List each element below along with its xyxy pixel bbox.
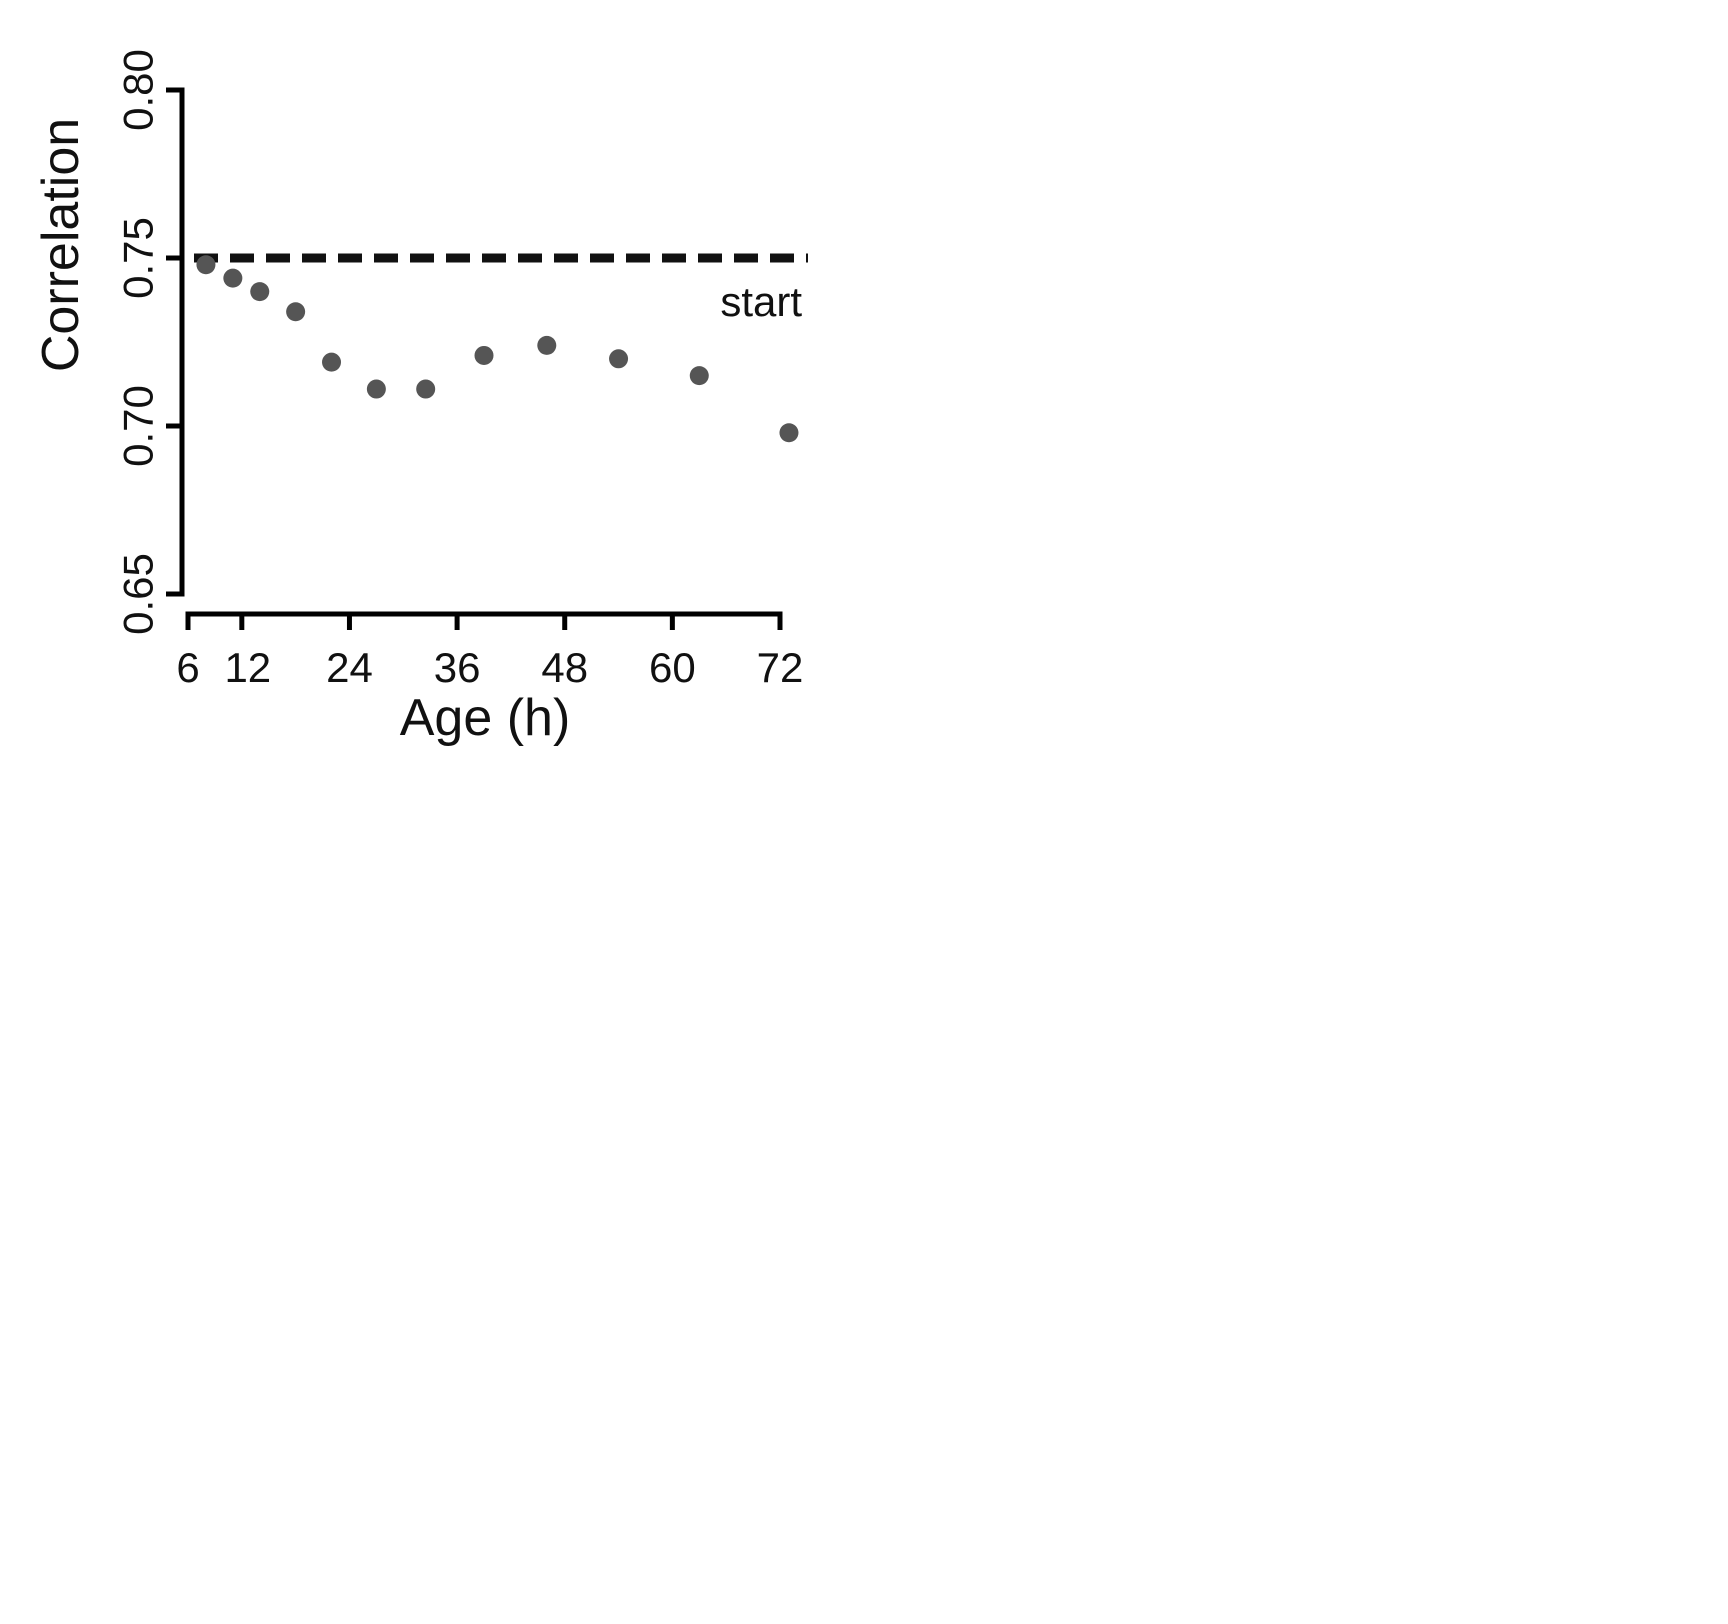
x-axis: 6 12 24 36 48 60 72 <box>176 611 804 691</box>
x-tick-label: 60 <box>649 644 696 691</box>
x-tick-label: 12 <box>224 644 271 691</box>
data-point <box>609 349 629 369</box>
reference-line-group: start <box>194 253 808 325</box>
x-tick-label: 6 <box>176 644 199 691</box>
data-point <box>223 268 243 288</box>
x-axis-title: Age (h) <box>400 689 571 747</box>
data-point <box>537 335 557 355</box>
data-point <box>196 255 216 275</box>
y-axis: 0.65 0.70 0.75 0.80 <box>115 49 185 635</box>
data-point <box>689 366 709 386</box>
data-point <box>322 352 342 372</box>
x-tick-label: 24 <box>326 644 373 691</box>
data-point <box>286 302 306 322</box>
x-tick-label: 36 <box>434 644 481 691</box>
y-tick-label: 0.75 <box>115 217 162 299</box>
reference-line-label: start <box>720 278 802 325</box>
y-tick-label: 0.70 <box>115 385 162 467</box>
x-tick-label: 48 <box>541 644 588 691</box>
data-point <box>416 379 436 399</box>
data-point <box>779 423 799 443</box>
data-point <box>250 282 270 302</box>
x-tick-label: 72 <box>757 644 804 691</box>
y-tick-label: 0.65 <box>115 553 162 635</box>
data-points <box>196 255 799 443</box>
data-point <box>474 345 494 365</box>
y-axis-title: Correlation <box>32 118 90 372</box>
y-tick-label: 0.80 <box>115 49 162 131</box>
data-point <box>366 379 386 399</box>
